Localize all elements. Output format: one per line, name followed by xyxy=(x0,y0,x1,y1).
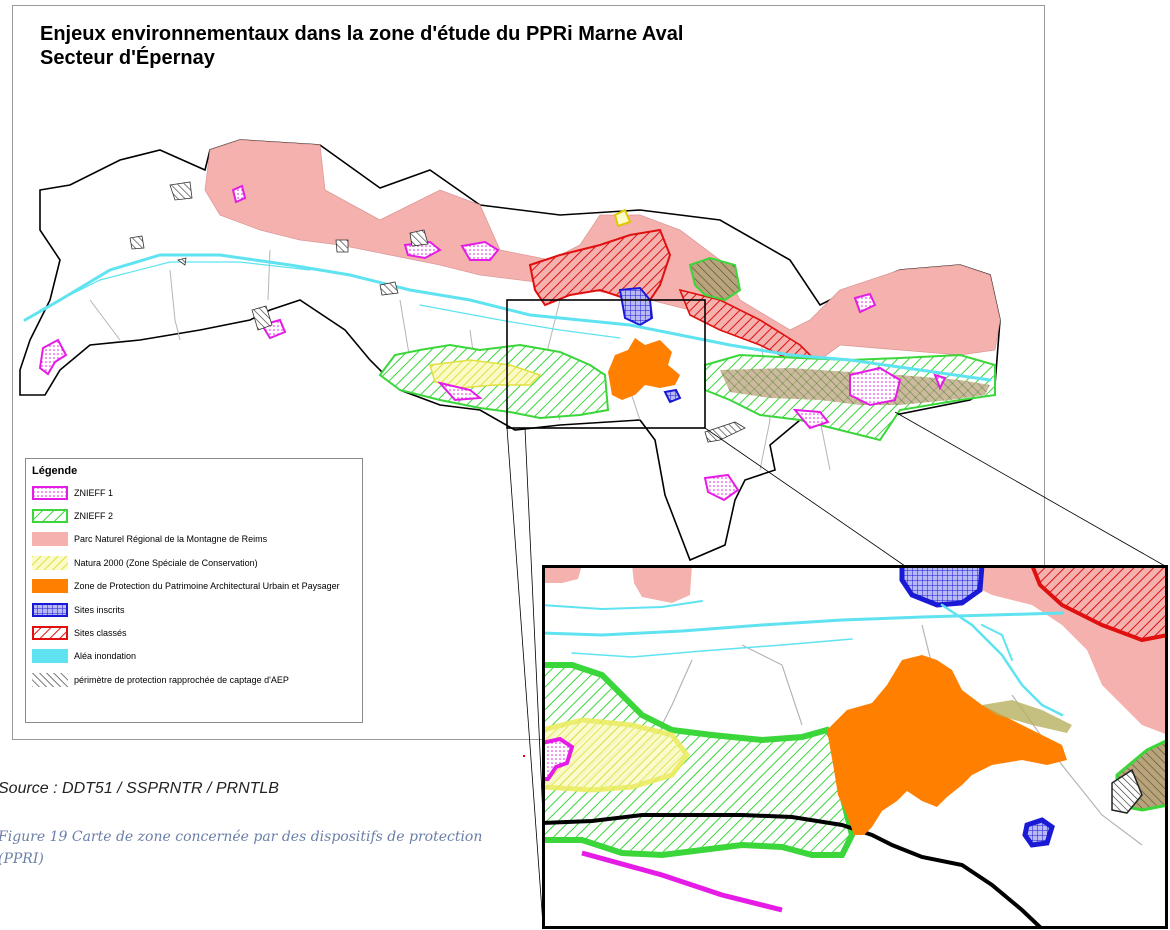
zoom-inset xyxy=(542,565,1168,929)
pnr-swatch xyxy=(32,532,68,547)
aep-perimeters xyxy=(129,181,746,443)
zppaup-area xyxy=(608,338,680,400)
alea-inondation xyxy=(23,253,992,382)
aep-swatch xyxy=(32,672,68,687)
legend-label-sites-inscrits: Sites inscrits xyxy=(74,604,125,615)
legend-label-aep: périmètre de protection rapprochée de ca… xyxy=(74,674,289,685)
zoom-znieff1-line xyxy=(581,850,783,913)
zoom-sites-inscrits-small xyxy=(1022,817,1055,848)
legend-label-pnr: Parc Naturel Régional de la Montagne de … xyxy=(74,534,268,545)
znieff2-north xyxy=(688,256,742,302)
zoom-alea-inondation xyxy=(545,600,1064,717)
legend-title: Légende xyxy=(32,465,78,477)
legend-label-znieff2: ZNIEFF 2 xyxy=(74,511,114,522)
znieff1-swatch xyxy=(32,485,68,500)
legend-item-sites-inscrits: Sites inscrits xyxy=(32,598,356,621)
legend-item-alea-inondation: Aléa inondation xyxy=(32,645,356,668)
natura2000-small xyxy=(613,208,632,228)
sites-inscrits-area xyxy=(618,286,654,327)
sites-inscrits-swatch xyxy=(32,602,68,617)
legend-item-zppaup: Zone de Protection du Patrimoine Archite… xyxy=(32,575,356,598)
zoom-zppaup-olive xyxy=(982,700,1072,733)
sites-inscrits-small xyxy=(663,388,682,404)
legend-item-natura2000: Natura 2000 (Zone Spéciale de Conservati… xyxy=(32,551,356,574)
legend-item-aep: périmètre de protection rapprochée de ca… xyxy=(32,668,356,691)
map-title-line1: Enjeux environnementaux dans la zone d'é… xyxy=(40,23,684,45)
source-credit: Source : DDT51 / SSPRNTR / PRNTLB xyxy=(0,780,279,797)
legend-item-znieff2: ZNIEFF 2 xyxy=(32,504,356,527)
zoom-natura2000 xyxy=(545,717,691,793)
zoom-inset-map xyxy=(545,568,1165,926)
sites-classes-area xyxy=(528,228,672,307)
zoom-pnr-left xyxy=(545,568,582,583)
figure-caption: Figure 19 Carte de zone concernée par de… xyxy=(0,829,483,867)
zoom-aep-right xyxy=(1111,768,1143,814)
natura2000-swatch xyxy=(32,555,68,570)
legend-label-znieff1: ZNIEFF 1 xyxy=(74,487,114,498)
legend-item-znieff1: ZNIEFF 1 xyxy=(32,481,356,504)
legend-label-alea-inondation: Aléa inondation xyxy=(74,651,137,662)
sites-classes-swatch xyxy=(32,626,68,641)
zppaup-swatch xyxy=(32,579,68,594)
zoom-zppaup-area xyxy=(827,655,1067,835)
legend-label-zppaup: Zone de Protection du Patrimoine Archite… xyxy=(74,581,340,592)
alea-inondation-swatch xyxy=(32,649,68,664)
zoom-sites-classes xyxy=(1031,568,1165,643)
zoom-sites-inscrits-top xyxy=(899,568,985,608)
legend-label-natura2000: Natura 2000 (Zone Spéciale de Conservati… xyxy=(74,557,258,568)
stray-mark xyxy=(523,755,525,757)
map-legend: Légende ZNIEFF 1 ZNIEFF 2 Parc Naturel R… xyxy=(25,458,363,723)
map-title: Enjeux environnementaux dans la zone d'é… xyxy=(40,22,683,70)
legend-item-sites-classes: Sites classés xyxy=(32,621,356,644)
zoom-znieff1-area xyxy=(545,736,575,781)
zoom-selector-rect xyxy=(506,299,706,429)
legend-label-sites-classes: Sites classés xyxy=(74,628,127,639)
legend-item-pnr: Parc Naturel Régional de la Montagne de … xyxy=(32,528,356,551)
znieff2-swatch xyxy=(32,509,68,524)
znieff1-areas xyxy=(38,184,947,502)
zoom-pnr-mid xyxy=(632,568,692,603)
map-title-line2: Secteur d'Épernay xyxy=(40,47,215,69)
